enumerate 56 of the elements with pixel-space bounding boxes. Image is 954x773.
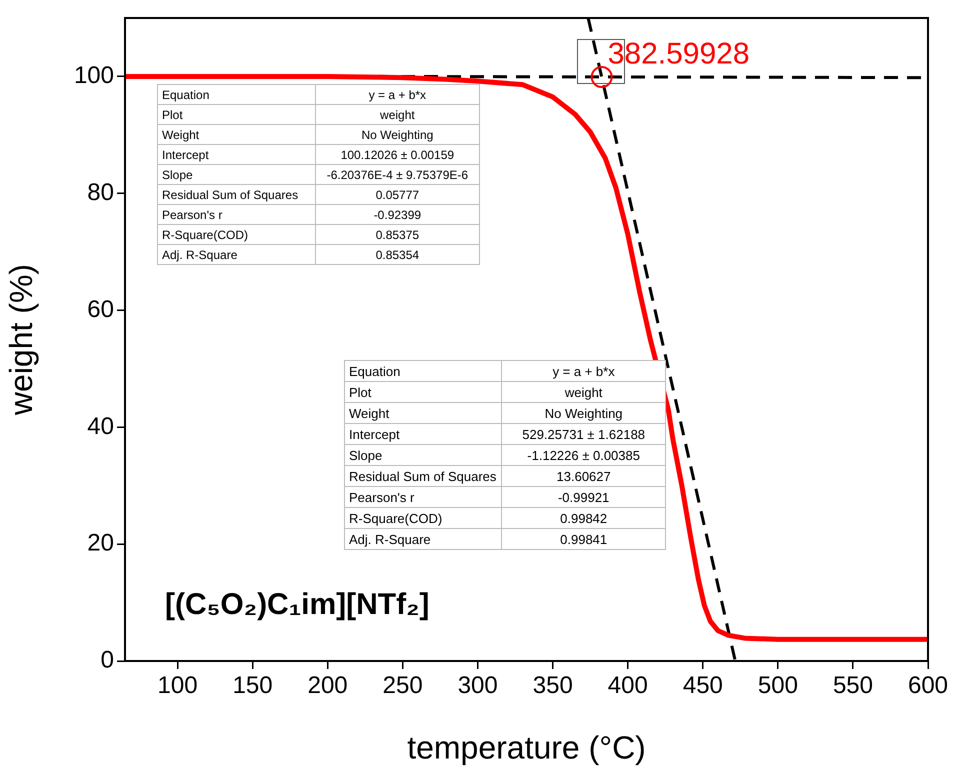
x-tick-label: 550 (832, 672, 873, 700)
x-tick-label: 100 (158, 672, 198, 700)
annotation: 0.85354 (315, 244, 480, 264)
annotation: Residual Sum of Squares (158, 184, 316, 204)
x-tick-label: 450 (682, 672, 723, 700)
x-tick-label: 400 (608, 672, 648, 700)
y-tick-label: 0 (100, 646, 114, 674)
annotation: Slope (158, 164, 316, 184)
annotation: weight (502, 382, 666, 402)
y-tick-label: 40 (87, 412, 114, 440)
x-axis-title: temperature (°C) (407, 730, 646, 766)
annotation: 0.05777 (315, 184, 480, 204)
annotation: 529.25731 ± 1.62188 (502, 424, 666, 444)
y-tick-label: 20 (87, 530, 114, 557)
x-tick-label: 350 (532, 672, 573, 700)
annotation: -1.12226 ± 0.00385 (502, 444, 666, 466)
annotation: R-Square(COD) (158, 224, 316, 244)
annotation: 0.99841 (502, 528, 666, 550)
annotation: 13.60627 (502, 466, 666, 486)
annotation: Residual Sum of Squares (344, 466, 502, 486)
x-tick-label: 200 (308, 672, 348, 700)
x-tick-label: 500 (758, 672, 798, 700)
annotation: weight (315, 104, 480, 124)
annotation: Weight (344, 402, 502, 424)
annotation: Equation (158, 84, 316, 104)
annotation: Pearson's r (158, 204, 316, 224)
annotation: [(C₅O₂)C₁im][NTf₂] (165, 588, 430, 622)
annotation: No Weighting (315, 124, 480, 144)
annotation: y = a + b*x (502, 360, 666, 382)
annotation: 0.99842 (502, 508, 666, 528)
annotation: Intercept (158, 144, 316, 164)
annotation: No Weighting (502, 402, 666, 424)
x-tick-label: 600 (908, 672, 948, 700)
y-axis-title: weight (%) (3, 264, 40, 416)
annotation: 0.85375 (315, 224, 480, 244)
annotation: Slope (344, 444, 502, 466)
annotation: -0.99921 (502, 486, 666, 508)
annotation: -0.92399 (315, 204, 480, 224)
y-tick-label: 80 (87, 178, 114, 206)
annotation: R-Square(COD) (344, 508, 502, 528)
annotation: Adj. R-Square (158, 244, 316, 264)
annotation: Pearson's r (344, 486, 502, 508)
annotation: Weight (158, 124, 316, 144)
annotation: y = a + b*x (315, 84, 480, 104)
annotation: Equation (344, 360, 502, 382)
annotation: Adj. R-Square (344, 528, 502, 550)
y-tick-label: 60 (87, 296, 114, 323)
annotation: -6.20376E-4 ± 9.75379E-6 (315, 164, 480, 184)
y-tick-label: 100 (74, 62, 114, 90)
x-tick-label: 250 (382, 672, 423, 700)
x-tick-label: 300 (458, 672, 498, 700)
annotation: Intercept (344, 424, 502, 444)
annotation: Plot (158, 104, 316, 124)
x-tick-label: 150 (232, 672, 273, 700)
annotation: Plot (344, 382, 502, 402)
annotation: 100.12026 ± 0.00159 (315, 144, 480, 164)
